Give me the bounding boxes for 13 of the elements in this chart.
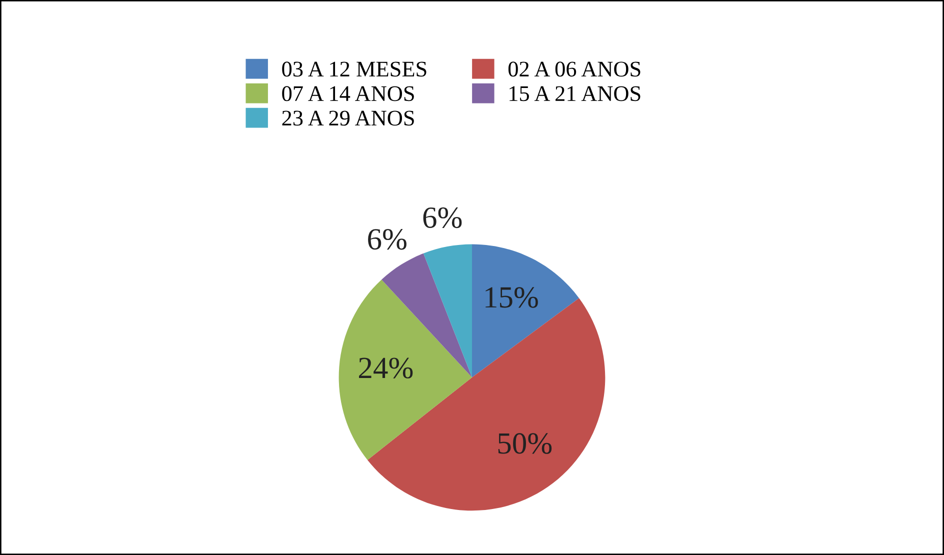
pie-slice [338, 280, 472, 460]
data-label: 6% [368, 228, 406, 250]
data-label: 6% [423, 207, 462, 228]
legend-label: 15 A 21 ANOS [510, 86, 640, 102]
legend-label: 07 A 14 ANOS [282, 86, 414, 102]
pie-slice [423, 244, 472, 378]
pie-slice [472, 244, 580, 378]
legend-label: 03 A 12 MESES [282, 62, 426, 77]
legend-label: 02 A 06 ANOS [508, 62, 640, 77]
data-label: 24% [359, 358, 413, 378]
data-label: 15% [486, 287, 538, 308]
data-label: 50% [498, 433, 552, 454]
legend-label: 23 A 29 ANOS [282, 110, 414, 126]
